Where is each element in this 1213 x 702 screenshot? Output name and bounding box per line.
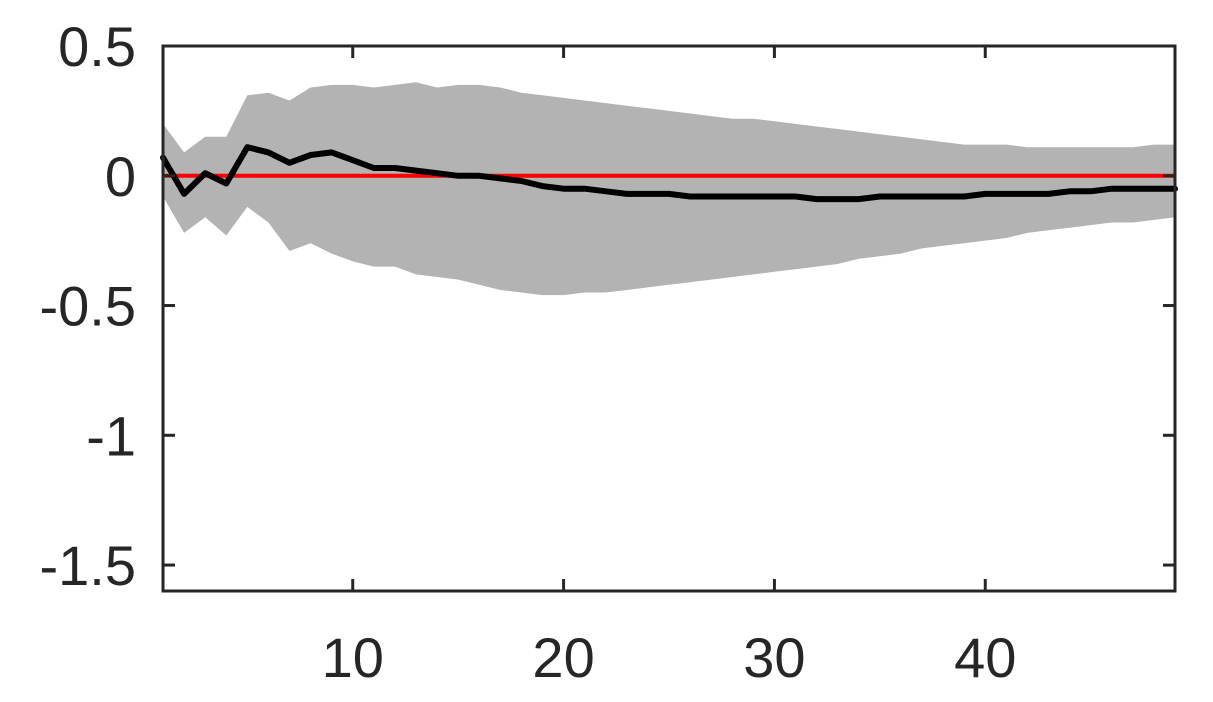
- confidence-band: [163, 82, 1175, 296]
- y-tick-label: 0: [105, 145, 136, 208]
- y-tick-label: -1.5: [40, 534, 137, 597]
- response-line: [160, 144, 1178, 203]
- y-tick-label: 0.5: [58, 15, 136, 78]
- x-tick-label: 10: [322, 626, 384, 689]
- x-tick-label: 40: [954, 626, 1016, 689]
- y-axis-ticks: 0.5 0 -0.5 -1 -1.5: [40, 15, 1175, 597]
- plot-frame: [161, 44, 1177, 593]
- x-tick-label: 30: [743, 626, 805, 689]
- x-tick-label: 20: [532, 626, 594, 689]
- y-tick-label: -0.5: [40, 275, 137, 338]
- x-axis-ticks: 10 20 30 40: [322, 46, 1016, 689]
- y-tick-label: -1: [86, 404, 136, 467]
